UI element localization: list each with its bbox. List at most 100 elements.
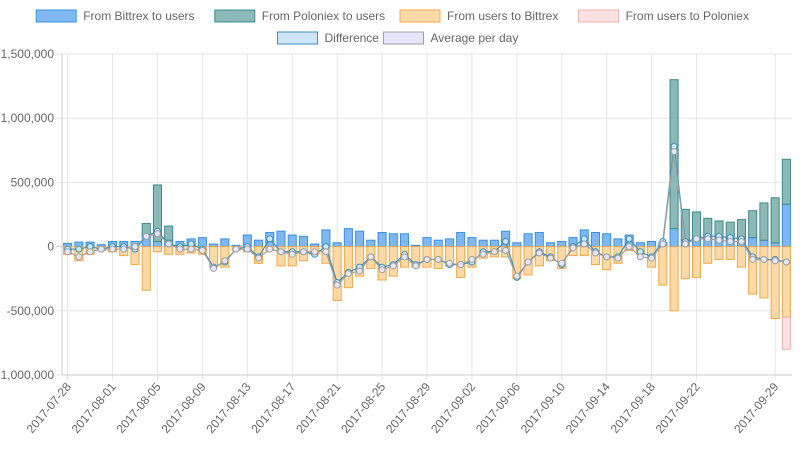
legend-swatch — [383, 31, 424, 45]
legend-swatch — [35, 9, 77, 23]
point-5-29 — [389, 262, 397, 270]
bar-1-62 — [759, 202, 769, 241]
point-4-39 — [502, 237, 510, 245]
bar-0-51 — [635, 242, 645, 248]
legend-label: Difference — [325, 31, 380, 45]
bar-1-64 — [781, 158, 791, 205]
bar-0-8 — [152, 240, 163, 248]
point-5-44 — [558, 259, 566, 267]
x-tick-label: 2017-08-25 — [338, 380, 388, 436]
bar-0-34 — [444, 238, 455, 248]
point-5-43 — [547, 254, 555, 262]
point-5-7 — [142, 232, 150, 240]
bar-2-57 — [703, 246, 713, 264]
x-tick-label: 2017-09-06 — [473, 380, 523, 436]
point-5-63 — [771, 257, 779, 265]
bar-2-60 — [736, 246, 747, 268]
point-5-0 — [64, 248, 72, 256]
point-5-30 — [401, 253, 409, 261]
bar-1-9 — [164, 225, 174, 241]
point-5-49 — [614, 254, 622, 262]
bar-2-7 — [141, 246, 151, 291]
bar-0-54 — [669, 228, 679, 248]
x-tick-label: 2017-08-21 — [293, 380, 343, 436]
bar-0-63 — [770, 242, 780, 248]
x-tick-label: 2017-09-14 — [563, 380, 613, 436]
point-5-64 — [782, 258, 790, 266]
bar-0-28 — [377, 231, 387, 248]
legend-swatch — [399, 9, 441, 23]
bar-2-56 — [691, 246, 702, 278]
point-4-1 — [75, 245, 83, 253]
point-5-57 — [704, 235, 712, 243]
point-5-46 — [580, 240, 588, 248]
point-5-27 — [367, 253, 375, 261]
point-5-60 — [737, 237, 745, 245]
legend-swatch — [214, 9, 256, 23]
bar-2-59 — [725, 246, 735, 260]
bar-0-36 — [467, 237, 477, 248]
point-5-8 — [153, 230, 161, 238]
bar-1-63 — [770, 197, 780, 244]
point-4-18 — [266, 235, 274, 243]
x-tick-label: 2017-09-22 — [653, 380, 703, 436]
x-tick-label: 2017-09-02 — [428, 380, 478, 436]
y-tick-label: 1,500,000 — [1, 47, 55, 61]
bar-0-19 — [276, 230, 286, 248]
point-5-51 — [636, 253, 644, 261]
point-5-31 — [412, 262, 420, 270]
legend-label: From users to Bittrex — [447, 9, 558, 23]
point-5-32 — [423, 255, 431, 263]
bar-0-52 — [647, 240, 657, 248]
bar-0-44 — [557, 240, 567, 248]
bar-2-58 — [714, 246, 724, 260]
point-5-20 — [288, 250, 296, 258]
point-5-15 — [232, 245, 240, 253]
point-4-50 — [625, 235, 633, 243]
x-tick-label: 2017-09-29 — [731, 380, 781, 436]
point-5-21 — [299, 248, 307, 256]
bar-0-12 — [197, 237, 207, 248]
point-5-34 — [445, 259, 453, 267]
bar-1-60 — [736, 219, 747, 239]
point-5-50 — [625, 243, 633, 251]
point-5-38 — [490, 248, 498, 256]
point-5-45 — [569, 244, 577, 252]
bar-2-46 — [579, 246, 589, 257]
bar-2-55 — [680, 246, 690, 280]
x-tick-label: 2017-09-10 — [518, 380, 568, 436]
bar-0-64 — [781, 203, 791, 248]
bar-1-8 — [152, 184, 163, 242]
x-tick-label: 2017-07-28 — [24, 380, 74, 436]
x-tick-label: 2017-08-29 — [383, 380, 433, 436]
point-5-23 — [322, 248, 330, 256]
point-5-11 — [187, 245, 195, 253]
bar-2-61 — [748, 246, 758, 295]
point-5-18 — [266, 245, 274, 253]
x-tick-label: 2017-09-18 — [608, 380, 658, 436]
bar-0-47 — [590, 231, 601, 248]
point-5-5 — [120, 245, 128, 253]
bar-0-30 — [399, 233, 410, 248]
x-tick-label: 2017-08-09 — [158, 380, 208, 436]
point-5-19 — [277, 248, 285, 256]
bar-0-43 — [545, 242, 556, 248]
point-5-41 — [524, 258, 532, 266]
bar-2-28 — [377, 246, 387, 281]
x-tick-label: 2017-08-01 — [69, 380, 119, 436]
legend-swatch — [277, 31, 318, 45]
bar-2-8 — [152, 246, 163, 253]
x-tick-label: 2017-08-17 — [248, 380, 298, 436]
bar-0-27 — [366, 239, 376, 248]
bar-0-41 — [523, 233, 533, 248]
bar-2-54 — [669, 246, 679, 312]
point-5-61 — [749, 255, 757, 263]
lines-layer — [64, 142, 790, 289]
point-5-28 — [378, 266, 386, 274]
bar-0-40 — [512, 242, 522, 248]
point-5-1 — [75, 253, 83, 261]
point-5-47 — [591, 249, 599, 257]
x-tick-label: 2017-08-05 — [114, 380, 164, 436]
bar-0-38 — [489, 239, 499, 248]
bar-0-20 — [287, 234, 297, 248]
